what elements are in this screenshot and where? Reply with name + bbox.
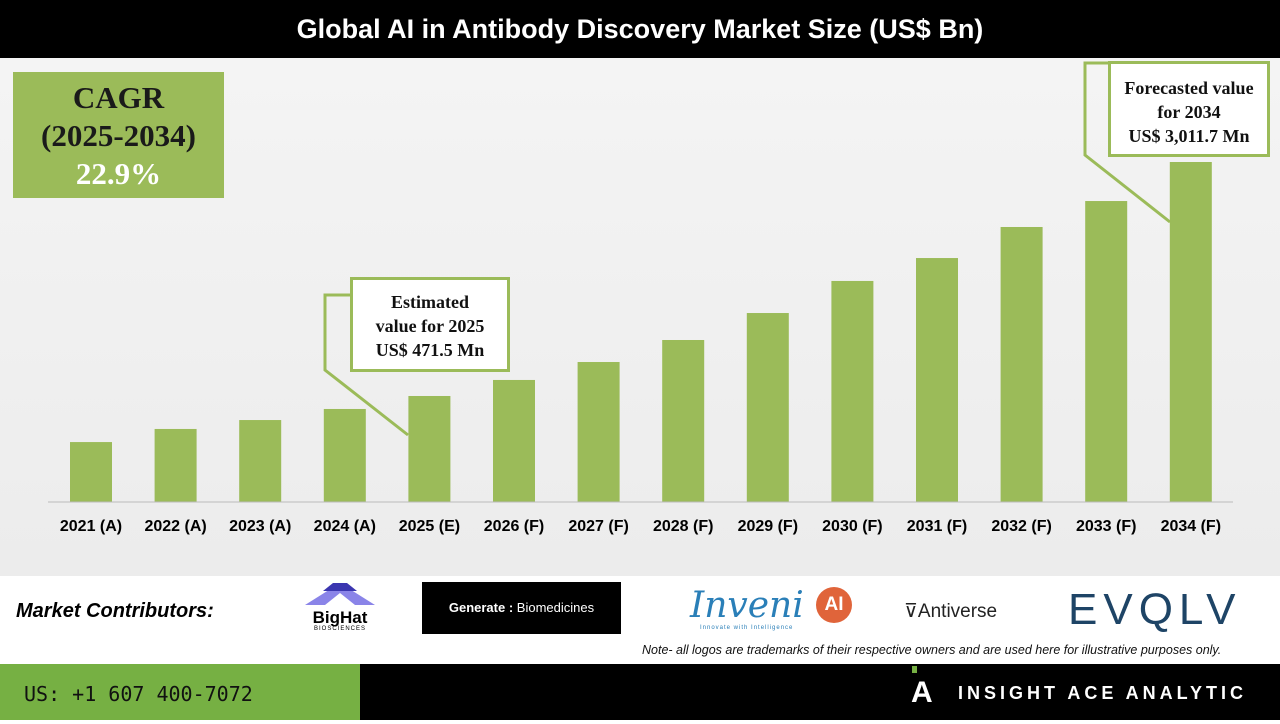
- x-tick-label: 2023 (A): [229, 518, 291, 535]
- callout-2034: Forecasted value for 2034 US$ 3,011.7 Mn: [1108, 61, 1270, 157]
- callout-2025: Estimated value for 2025 US$ 471.5 Mn: [350, 277, 510, 372]
- bar-2033 (F): [1085, 201, 1128, 502]
- x-tick-label: 2029 (F): [738, 518, 798, 535]
- x-tick-label: 2024 (A): [314, 518, 376, 535]
- antiverse-logo: ⊽Antiverse: [904, 600, 997, 623]
- bighat-hat-icon: [305, 583, 375, 605]
- inveniai-logo: Inveni AI Innovate with Intelligence: [690, 585, 865, 635]
- brand-logo-icon: A: [911, 676, 933, 709]
- antiverse-icon: ⊽: [904, 601, 918, 622]
- callout-line: for 2034: [1157, 102, 1221, 122]
- bar-2034 (F): [1169, 162, 1212, 502]
- callout-line: value for 2025: [375, 316, 485, 336]
- callout-line: US$ 471.5 Mn: [375, 340, 485, 360]
- antiverse-text: Antiverse: [917, 601, 998, 622]
- bighat-sub: BIOSCIENCES: [313, 626, 366, 632]
- bar-chart: 2021 (A) 2022 (A) 2023 (A) 2024 (A) 2025 (E)…: [48, 61, 1233, 535]
- bar-2027 (F): [577, 362, 620, 502]
- cagr-value: 22.9%: [75, 156, 162, 191]
- x-tick-label: 2033 (F): [1076, 518, 1136, 535]
- bar-2025 (E): [408, 395, 451, 502]
- cagr-period: (2025-2034): [41, 118, 196, 153]
- bar-2026 (F): [493, 379, 535, 502]
- bighat-logo: BigHat BIOSCIENCES: [290, 583, 390, 633]
- x-tick-label: 2026 (F): [484, 518, 544, 535]
- chart-title: Global AI in Antibody Discovery Market S…: [0, 0, 1280, 58]
- bar-2022 (A): [154, 428, 197, 502]
- callout-line: US$ 3,011.7 Mn: [1128, 126, 1250, 146]
- cagr-label: CAGR: [72, 80, 165, 115]
- inveni-tagline: Innovate with Intelligence: [700, 625, 794, 631]
- bighat-text: BigHat: [312, 608, 368, 627]
- x-tick-label: 2022 (A): [144, 518, 206, 535]
- logo-note: Note- all logos are trademarks of their …: [642, 643, 1222, 657]
- footer-bar: [360, 664, 1280, 720]
- evqlv-logo: EVQLV: [1068, 585, 1242, 634]
- bar-2023 (A): [239, 420, 282, 502]
- x-tick-label: 2025 (E): [399, 518, 460, 535]
- x-tick-label: 2028 (F): [653, 518, 713, 535]
- bar-2032 (F): [1000, 226, 1043, 502]
- bar-2031 (F): [916, 258, 958, 502]
- inveni-text: Inveni: [690, 585, 804, 626]
- generate-text: Generate: [448, 600, 506, 615]
- callout-2034-pointer: [1083, 61, 1171, 224]
- bar-2024 (A): [323, 408, 366, 502]
- cagr-box: CAGR (2025-2034) 22.9%: [13, 72, 224, 198]
- phone-number: US: +1 607 400-7072: [0, 664, 360, 720]
- callout-2025-pointer: [323, 293, 409, 437]
- contributors-label: Market Contributors:: [16, 600, 214, 622]
- x-tick-label: 2027 (F): [568, 518, 628, 535]
- x-tick-label: 2030 (F): [822, 518, 882, 535]
- bar-2028 (F): [662, 339, 705, 502]
- brand-name: INSIGHT ACE ANALYTIC: [958, 683, 1248, 703]
- x-tick-label: 2034 (F): [1161, 518, 1221, 535]
- bar-2021 (A): [70, 442, 112, 502]
- ai-badge: AI: [816, 587, 852, 623]
- brand-logo-dot: [912, 666, 917, 673]
- biomedicines-text: Biomedicines: [516, 600, 595, 615]
- bar-2029 (F): [746, 313, 789, 502]
- callout-line: Estimated: [391, 292, 469, 312]
- generate-logo: Generate : Biomedicines: [422, 582, 621, 634]
- logos-strip: [0, 577, 1280, 663]
- x-tick-label: 2021 (A): [60, 518, 122, 535]
- x-tick-label: 2031 (F): [907, 518, 967, 535]
- x-tick-label: 2032 (F): [991, 518, 1051, 535]
- bar-2030 (F): [831, 280, 874, 502]
- callout-line: Forecasted value: [1124, 78, 1254, 98]
